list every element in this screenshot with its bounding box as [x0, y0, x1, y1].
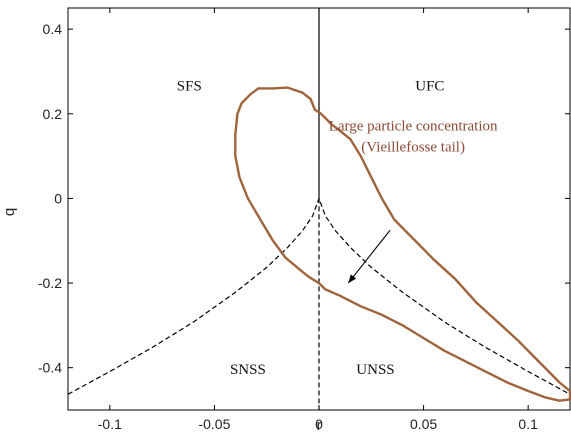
x-tick-label: 0 [315, 416, 323, 432]
curves [67, 8, 571, 410]
y-tick-label: -0.2 [38, 275, 62, 291]
region-label: SFS [177, 79, 202, 95]
region-label: SNSS [230, 362, 266, 378]
x-tick-label: 0.1 [518, 416, 538, 432]
labels: SFS UFC SNSS UNSS Large particle concentrati… [177, 79, 498, 379]
y-axis-label: q [1, 208, 18, 216]
y-tick-label: -0.4 [38, 360, 62, 376]
ticks: -0.1 -0.05 0 0.05 0.1 -0.4 -0.2 0 0.2 0.4 [38, 8, 570, 432]
y-tick-label: 0.4 [43, 21, 63, 37]
contour-line [234, 86, 571, 402]
annotation-arrow [347, 229, 391, 284]
x-tick-label: -0.1 [98, 416, 122, 432]
annotation-line: Large particle concentration [329, 119, 498, 135]
x-axis-label: r [317, 417, 322, 432]
y-tick-label: 0.2 [43, 106, 63, 122]
x-tick-label: 0.05 [410, 416, 437, 432]
y-tick-label: 0 [54, 190, 62, 206]
region-label: UFC [415, 79, 444, 95]
annotation-arrowhead [348, 274, 357, 284]
region-label: UNSS [356, 362, 394, 378]
x-tick-label: -0.05 [198, 416, 230, 432]
annotation-line: (Vieillefosse tail) [361, 140, 465, 156]
